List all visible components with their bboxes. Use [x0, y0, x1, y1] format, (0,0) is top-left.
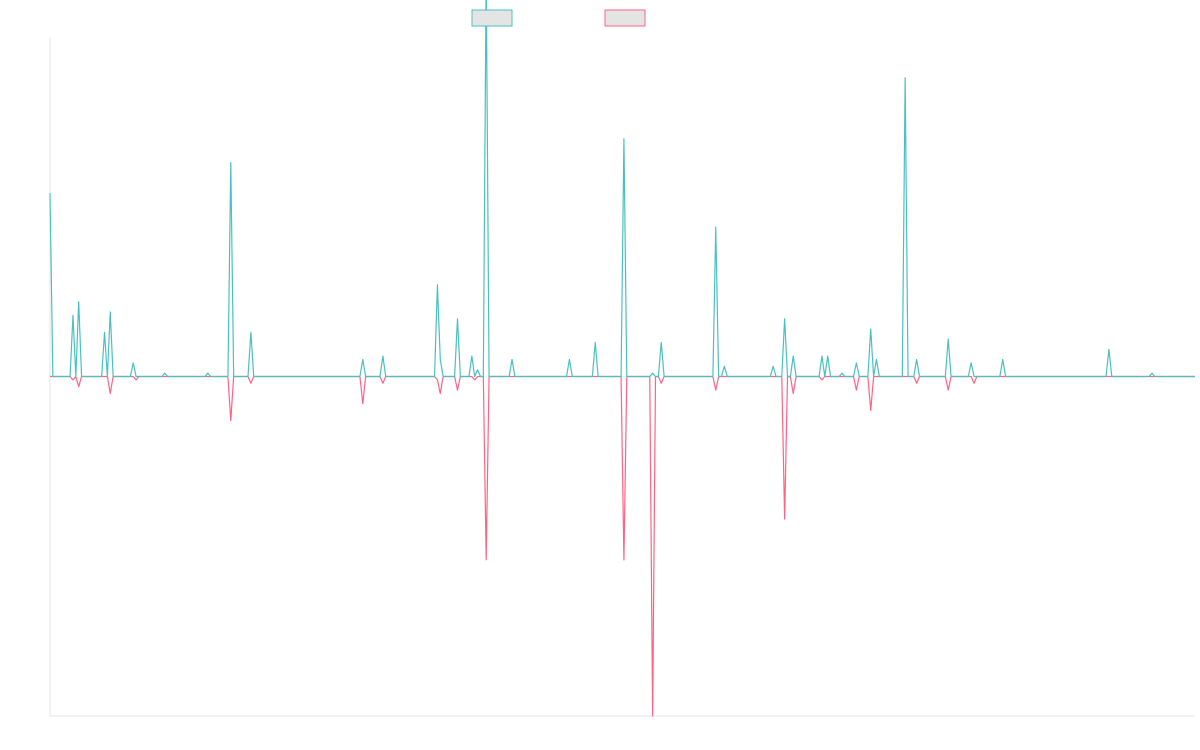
- legend-swatch-1: [471, 9, 513, 27]
- series-line-1: [49, 0, 1195, 378]
- legend-swatch-2: [604, 9, 646, 27]
- series-line-2: [50, 375, 1195, 717]
